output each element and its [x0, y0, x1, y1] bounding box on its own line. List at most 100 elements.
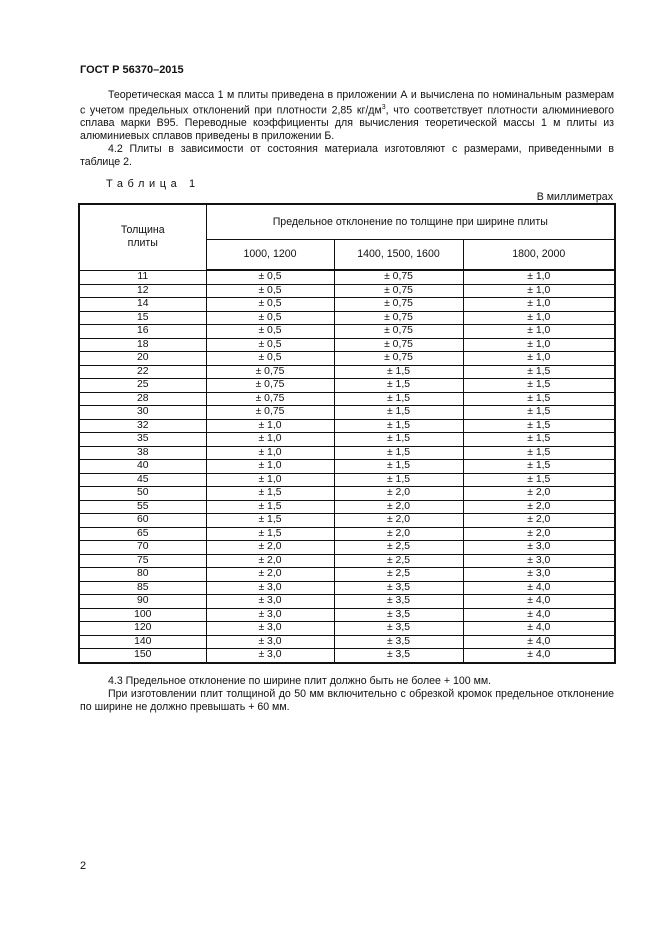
cell-tolerance: ± 0,75: [333, 310, 464, 325]
cell-tolerance: ± 2,5: [333, 540, 464, 555]
cell-tolerance: ± 3,5: [333, 634, 464, 649]
cell-tolerance: ± 0,5: [205, 283, 335, 298]
table-caption: Таблица 1: [106, 178, 200, 190]
paragraph-4-3: 4.3 Предельное отклонение по ширине плит…: [108, 675, 492, 687]
table-row: 35 ± 1,0 ± 1,5 ± 1,5: [78, 432, 616, 447]
table-row: 60 ± 1,5 ± 2,0 ± 2,0: [78, 513, 616, 528]
header-thickness-text: Толщина плиты: [120, 224, 165, 250]
cell-tolerance: ± 1,5: [462, 378, 616, 393]
cell-tolerance: ± 1,0: [205, 472, 335, 487]
paragraph-4-2: 4.2 Плиты в зависимости от состояния мат…: [80, 142, 614, 168]
table-row: 75 ± 2,0 ± 2,5 ± 3,0: [78, 553, 616, 568]
cell-tolerance: ± 0,75: [205, 364, 335, 379]
table-row: 150 ± 3,0 ± 3,5 ± 4,0: [78, 648, 616, 663]
table-row: 45 ± 1,0 ± 1,5 ± 1,5: [78, 472, 616, 487]
cell-thickness: 30: [78, 405, 207, 420]
cell-thickness: 150: [78, 648, 207, 663]
closing-text: 4.3 Предельное отклонение по ширине плит…: [80, 675, 614, 713]
cell-thickness: 80: [78, 567, 207, 582]
cell-tolerance: ± 0,75: [205, 405, 335, 420]
table-row: 22 ± 0,75 ± 1,5 ± 1,5: [78, 364, 616, 379]
cell-tolerance: ± 1,5: [462, 459, 616, 474]
cell-tolerance: ± 1,0: [462, 269, 616, 285]
cell-tolerance: ± 1,5: [333, 364, 464, 379]
paragraph-trimmed-edges: При изготовлении плит толщиной до 50 мм …: [80, 687, 614, 713]
cell-tolerance: ± 1,0: [462, 297, 616, 312]
cell-tolerance: ± 1,0: [205, 445, 335, 460]
cell-tolerance: ± 3,5: [333, 580, 464, 595]
cell-tolerance: ± 0,75: [333, 351, 464, 366]
cell-tolerance: ± 3,0: [205, 607, 335, 622]
table-row: 25 ± 0,75 ± 1,5 ± 1,5: [78, 378, 616, 393]
cell-thickness: 32: [78, 418, 207, 433]
cell-tolerance: ± 4,0: [462, 580, 616, 595]
cell-tolerance: ± 3,5: [333, 594, 464, 609]
cell-tolerance: ± 1,5: [462, 445, 616, 460]
header-group: Предельное отклонение по толщине при шир…: [205, 203, 616, 240]
header-width-2: 1400, 1500, 1600: [333, 238, 464, 271]
cell-tolerance: ± 3,0: [205, 648, 335, 663]
cell-tolerance: ± 0,75: [333, 324, 464, 339]
cell-thickness: 100: [78, 607, 207, 622]
cell-tolerance: ± 2,0: [462, 486, 616, 501]
cell-tolerance: ± 1,0: [462, 337, 616, 352]
cell-thickness: 45: [78, 472, 207, 487]
table-row: 18 ± 0,5 ± 0,75 ± 1,0: [78, 337, 616, 352]
cell-tolerance: ± 1,5: [333, 459, 464, 474]
cell-tolerance: ± 1,5: [333, 472, 464, 487]
cell-tolerance: ± 1,5: [205, 499, 335, 514]
table-row: 55 ± 1,5 ± 2,0 ± 2,0: [78, 499, 616, 514]
cell-tolerance: ± 1,5: [333, 418, 464, 433]
cell-tolerance: ± 3,5: [333, 607, 464, 622]
cell-thickness: 90: [78, 594, 207, 609]
text-part: Теоретическая масса 1 м плиты приведена …: [80, 89, 614, 117]
cell-tolerance: ± 2,0: [205, 567, 335, 582]
cell-tolerance: ± 2,5: [333, 567, 464, 582]
cell-tolerance: ± 1,0: [462, 310, 616, 325]
cell-tolerance: ± 0,5: [205, 337, 335, 352]
cell-tolerance: ± 3,0: [205, 580, 335, 595]
paragraph-theoretical-mass: Теоретическая масса 1 м плиты приведена …: [80, 89, 614, 143]
table-row: 14 ± 0,5 ± 0,75 ± 1,0: [78, 297, 616, 312]
cell-tolerance: ± 1,5: [462, 405, 616, 420]
cell-tolerance: ± 1,0: [462, 324, 616, 339]
table-row: 50 ± 1,5 ± 2,0 ± 2,0: [78, 486, 616, 501]
cell-tolerance: ± 3,0: [205, 594, 335, 609]
cell-tolerance: ± 1,5: [462, 391, 616, 406]
table-row: 11 ± 0,5 ± 0,75 ± 1,0: [78, 269, 616, 285]
cell-tolerance: ± 0,75: [333, 283, 464, 298]
table-row: 12 ± 0,5 ± 0,75 ± 1,0: [78, 283, 616, 298]
table-row: 38 ± 1,0 ± 1,5 ± 1,5: [78, 445, 616, 460]
table-body: 11 ± 0,5 ± 0,75 ± 1,0 12 ± 0,5 ± 0,75 ± 1,0 14 ± …: [78, 269, 616, 663]
document-header: ГОСТ Р 56370–2015: [80, 64, 184, 76]
cell-thickness: 140: [78, 634, 207, 649]
table-row: 32 ± 1,0 ± 1,5 ± 1,5: [78, 418, 616, 433]
cell-tolerance: ± 2,5: [333, 553, 464, 568]
cell-thickness: 50: [78, 486, 207, 501]
cell-tolerance: ± 0,5: [205, 310, 335, 325]
table-row: 20 ± 0,5 ± 0,75 ± 1,0: [78, 351, 616, 366]
table-row: 80 ± 2,0 ± 2,5 ± 3,0: [78, 567, 616, 582]
text-part: , что соответствует плотности алюминиево…: [80, 104, 614, 142]
cell-tolerance: ± 3,0: [462, 553, 616, 568]
cell-tolerance: ± 2,0: [205, 540, 335, 555]
cell-tolerance: ± 3,0: [205, 634, 335, 649]
cell-thickness: 38: [78, 445, 207, 460]
cell-tolerance: ± 3,0: [462, 540, 616, 555]
cell-tolerance: ± 1,0: [205, 459, 335, 474]
intro-text: Теоретическая масса 1 м плиты приведена …: [80, 89, 614, 168]
cell-thickness: 22: [78, 364, 207, 379]
cell-thickness: 60: [78, 513, 207, 528]
table-row: 15 ± 0,5 ± 0,75 ± 1,0: [78, 310, 616, 325]
cell-tolerance: ± 0,75: [333, 337, 464, 352]
header-thickness: Толщина плиты: [78, 203, 207, 271]
cell-tolerance: ± 4,0: [462, 634, 616, 649]
cell-thickness: 12: [78, 283, 207, 298]
cell-tolerance: ± 1,0: [205, 418, 335, 433]
cell-tolerance: ± 1,5: [205, 486, 335, 501]
cell-thickness: 65: [78, 526, 207, 541]
cell-tolerance: ± 4,0: [462, 648, 616, 663]
cell-tolerance: ± 1,5: [462, 472, 616, 487]
cell-tolerance: ± 0,5: [205, 297, 335, 312]
cell-tolerance: ± 1,5: [462, 432, 616, 447]
